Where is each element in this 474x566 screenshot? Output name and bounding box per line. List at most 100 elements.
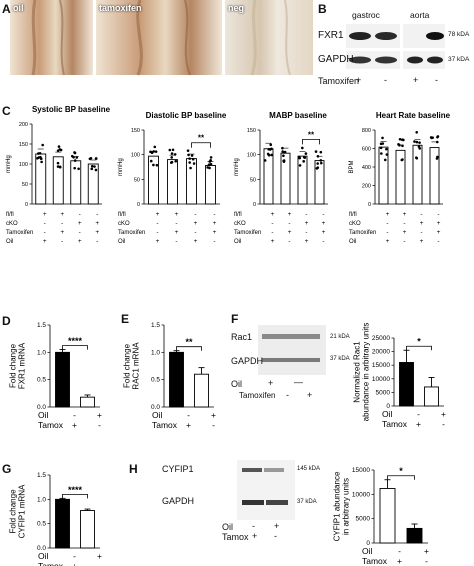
genotype-sign: - <box>61 220 63 227</box>
data-point <box>73 166 76 170</box>
data-point <box>58 165 62 169</box>
y-axis-label: CYFIP1 abundancein arbitrary units <box>333 471 351 541</box>
y-axis-label: mmHg <box>6 155 12 173</box>
data-point <box>282 154 285 158</box>
y-tick-label: 100 <box>131 153 140 159</box>
data-point <box>400 158 404 162</box>
data-point <box>314 150 318 153</box>
condition-mark: - <box>398 546 401 556</box>
significance-bracket <box>62 345 88 350</box>
condition-mark: + <box>97 410 102 420</box>
genotype-sign: - <box>213 238 215 245</box>
micrograph-label-neg: neg <box>228 3 245 13</box>
data-point <box>319 159 323 162</box>
genotype-row-label: cKO <box>234 221 246 227</box>
data-point <box>94 168 98 172</box>
panel-label-c: C <box>2 104 11 118</box>
bar <box>186 158 197 205</box>
data-point <box>418 141 421 144</box>
genotype-sign: - <box>288 238 290 245</box>
kda-label: 78 kDA <box>448 31 470 38</box>
genotype-sign: - <box>79 229 81 236</box>
data-point <box>56 165 60 168</box>
bar <box>87 163 99 205</box>
genotype-sign: - <box>96 238 98 245</box>
condition-label: Oil <box>382 409 393 419</box>
significance-marker: * <box>399 466 403 476</box>
panel-label-e: E <box>121 312 130 326</box>
y-tick-label: 100 <box>19 162 28 168</box>
y-axis-label: Normalized Rac1abundance in arbitrary un… <box>353 323 371 422</box>
y-tick-label: 800 <box>362 128 371 134</box>
data-point <box>436 135 439 139</box>
genotype-sign: - <box>96 211 98 218</box>
micrograph-neg <box>225 0 313 76</box>
row-label-gapdh: GAPDH <box>318 54 354 65</box>
genotype-sign: + <box>271 238 275 245</box>
y-tick-label: 25000 <box>372 335 390 342</box>
condition-mark: + <box>307 390 313 400</box>
data-point <box>168 148 172 152</box>
genotype-row-label: fl/fl <box>6 212 14 218</box>
data-point <box>415 140 419 144</box>
condition-mark: + <box>211 410 216 420</box>
significance-bracket <box>387 475 415 480</box>
panel-label-a: A <box>2 2 11 16</box>
condition-mark: + <box>274 521 280 531</box>
genotype-row-label: Tamoxifen <box>118 230 145 236</box>
y-tick-label: 0.5 <box>37 521 46 528</box>
treatment-mark: + <box>356 75 362 85</box>
data-point <box>188 157 191 160</box>
data-point <box>188 161 191 164</box>
y-tick-label: 100 <box>247 153 256 159</box>
condition-mark: - <box>187 410 190 420</box>
kda-label: 37 kDA <box>297 499 317 505</box>
data-point <box>37 152 40 155</box>
y-tick-label: 400 <box>362 165 371 171</box>
data-point <box>380 152 383 155</box>
y-tick-label: 150 <box>247 128 256 134</box>
data-point <box>57 145 61 148</box>
data-point <box>435 157 439 160</box>
genotype-sign: - <box>305 211 307 218</box>
genotype-row-label: fl/fl <box>349 212 357 218</box>
genotype-row-label: fl/fl <box>234 212 242 218</box>
data-point <box>430 136 433 140</box>
condition-label: Oil <box>362 546 373 556</box>
genotype-row-label: Tamoxifen <box>349 230 376 236</box>
genotype-sign: + <box>175 211 179 218</box>
data-point <box>398 137 402 141</box>
genotype-sign: - <box>44 229 46 236</box>
y-tick-label: 1.0 <box>37 496 46 503</box>
western-blot-rac1 <box>258 325 326 375</box>
row-label-cyfip1: CYFIP1 <box>162 464 194 474</box>
data-point <box>207 163 211 167</box>
data-point <box>77 167 80 171</box>
genotype-sign: + <box>322 229 326 236</box>
genotype-row-label: Tamoxifen <box>6 230 33 236</box>
y-tick-label: 0.5 <box>151 377 160 384</box>
bar <box>424 386 439 407</box>
chart-title: MABP baseline <box>269 111 327 120</box>
bar <box>194 373 209 408</box>
data-point <box>90 167 94 171</box>
genotype-sign: - <box>420 229 422 236</box>
y-tick-label: 0.0 <box>37 545 46 552</box>
data-point <box>270 153 273 157</box>
data-point <box>301 146 304 150</box>
data-point <box>379 142 383 146</box>
condition-mark: - <box>425 556 428 566</box>
condition-label: Oil <box>38 551 49 561</box>
genotype-sign: - <box>271 220 273 227</box>
condition-label: Oil <box>38 410 49 420</box>
genotype-sign: + <box>175 229 179 236</box>
genotype-sign: + <box>305 238 309 245</box>
data-point <box>319 150 323 154</box>
data-point <box>383 158 387 162</box>
genotype-sign: + <box>213 229 217 236</box>
condition-mark: - <box>98 420 101 430</box>
y-tick-label: 150 <box>19 142 28 148</box>
y-axis-label: Fold changeRAC1 mRNA <box>123 342 141 390</box>
condition-mark: + <box>252 531 258 541</box>
data-point <box>208 166 211 170</box>
